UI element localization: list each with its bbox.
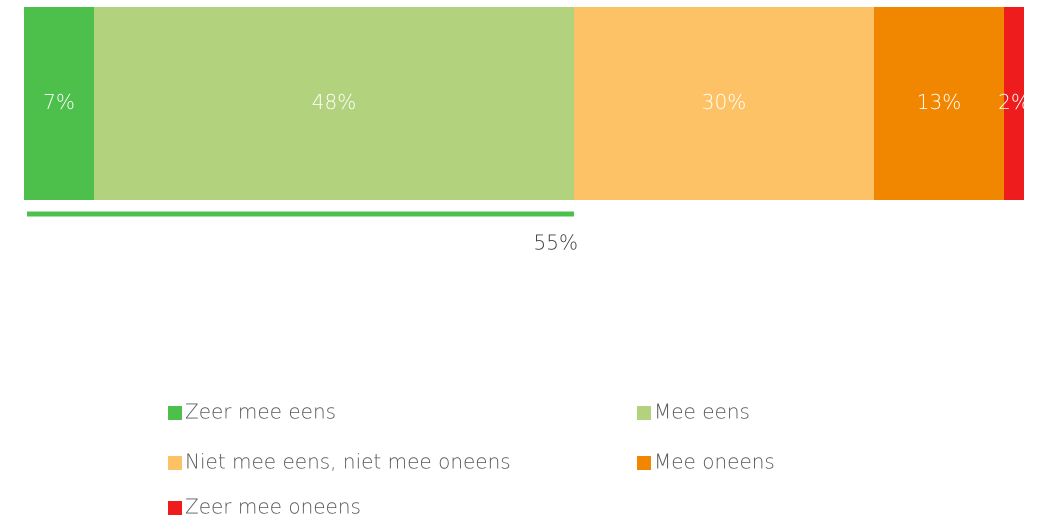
- value-label: 2%: [998, 90, 1030, 114]
- legend-label: Zeer mee eens: [185, 400, 336, 424]
- legend-swatch: [637, 406, 651, 420]
- legend-label: Mee oneens: [654, 450, 775, 474]
- value-label: 48%: [312, 90, 356, 114]
- annotation-label: 55%: [534, 231, 578, 255]
- legend-swatch: [168, 501, 182, 515]
- value-label: 7%: [43, 90, 75, 114]
- legend-swatch: [168, 406, 182, 420]
- value-label: 30%: [702, 90, 746, 114]
- bar-segment: [1004, 7, 1024, 200]
- legend-label: Niet mee eens, niet mee oneens: [185, 450, 511, 474]
- bar-segment: [574, 7, 874, 200]
- legend-swatch: [637, 456, 651, 470]
- value-label: 13%: [917, 90, 961, 114]
- bar-segment: [874, 7, 1004, 200]
- bar-segment: [94, 7, 574, 200]
- bar-segment: [24, 7, 94, 200]
- legend-label: Zeer mee oneens: [185, 495, 361, 519]
- legend-swatch: [168, 456, 182, 470]
- legend-label: Mee eens: [654, 400, 750, 424]
